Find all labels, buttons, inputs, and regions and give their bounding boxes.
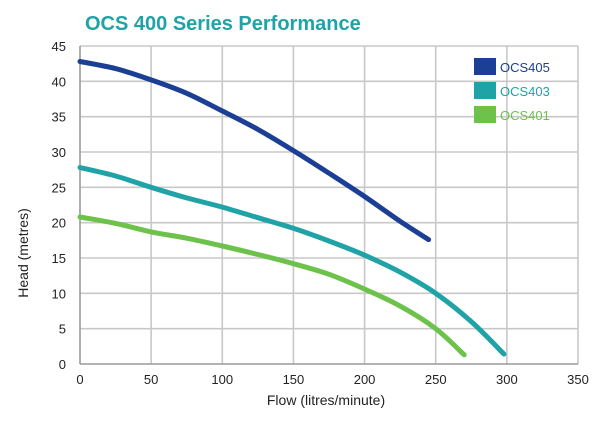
series-line-ocs405 xyxy=(77,59,432,243)
y-tick-label: 30 xyxy=(52,145,66,160)
x-axis-ticks: 0 50 100 150 200 250 300 350 xyxy=(76,372,588,387)
axes xyxy=(79,46,578,365)
x-tick-label: 0 xyxy=(76,372,83,387)
chart-title: OCS 400 Series Performance xyxy=(85,13,361,35)
x-tick-label: 200 xyxy=(354,372,376,387)
y-tick-label: 35 xyxy=(52,110,66,125)
legend-swatch-ocs405 xyxy=(474,58,496,75)
x-tick-label: 250 xyxy=(425,372,447,387)
legend: OCS405 OCS403 OCS401 xyxy=(474,58,550,123)
series-line-ocs403 xyxy=(77,165,507,357)
legend-label-ocs401: OCS401 xyxy=(500,108,550,123)
y-tick-label: 10 xyxy=(52,286,66,301)
legend-label-ocs403: OCS403 xyxy=(500,84,550,99)
y-axis-label: Head (metres) xyxy=(15,208,31,297)
legend-swatch-ocs401 xyxy=(474,106,496,123)
y-tick-label: 20 xyxy=(52,216,66,231)
legend-swatch-ocs403 xyxy=(474,82,496,99)
x-axis-label: Flow (litres/minute) xyxy=(267,392,385,408)
x-tick-label: 300 xyxy=(496,372,518,387)
x-tick-label: 100 xyxy=(211,372,233,387)
y-tick-label: 0 xyxy=(59,357,66,372)
legend-label-ocs405: OCS405 xyxy=(500,60,550,75)
y-tick-label: 5 xyxy=(59,322,66,337)
y-tick-label: 40 xyxy=(52,74,66,89)
y-axis-ticks: 0 5 10 15 20 25 30 35 40 45 xyxy=(52,39,66,372)
y-tick-label: 45 xyxy=(52,39,66,54)
series-line-ocs401 xyxy=(77,214,467,358)
x-tick-label: 50 xyxy=(144,372,158,387)
x-tick-label: 350 xyxy=(567,372,589,387)
y-tick-label: 25 xyxy=(52,180,66,195)
series-lines xyxy=(77,59,507,358)
x-tick-label: 150 xyxy=(283,372,305,387)
y-tick-label: 15 xyxy=(52,251,66,266)
